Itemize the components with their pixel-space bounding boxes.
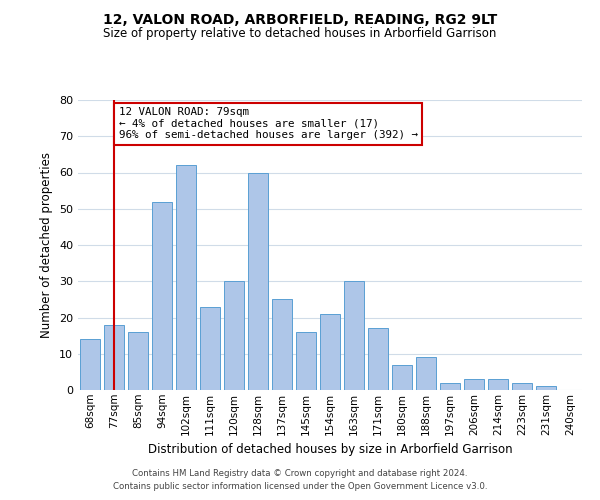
Bar bbox=[392, 364, 412, 390]
Bar bbox=[128, 332, 148, 390]
Bar bbox=[464, 379, 484, 390]
Bar bbox=[272, 300, 292, 390]
Bar bbox=[512, 383, 532, 390]
Text: Contains public sector information licensed under the Open Government Licence v3: Contains public sector information licen… bbox=[113, 482, 487, 491]
Bar bbox=[176, 165, 196, 390]
X-axis label: Distribution of detached houses by size in Arborfield Garrison: Distribution of detached houses by size … bbox=[148, 443, 512, 456]
Bar bbox=[152, 202, 172, 390]
Text: 12 VALON ROAD: 79sqm
← 4% of detached houses are smaller (17)
96% of semi-detach: 12 VALON ROAD: 79sqm ← 4% of detached ho… bbox=[119, 108, 418, 140]
Bar bbox=[224, 281, 244, 390]
Bar bbox=[296, 332, 316, 390]
Bar bbox=[104, 325, 124, 390]
Bar bbox=[320, 314, 340, 390]
Bar bbox=[248, 172, 268, 390]
Text: Size of property relative to detached houses in Arborfield Garrison: Size of property relative to detached ho… bbox=[103, 28, 497, 40]
Bar bbox=[440, 383, 460, 390]
Bar bbox=[536, 386, 556, 390]
Y-axis label: Number of detached properties: Number of detached properties bbox=[40, 152, 53, 338]
Bar bbox=[344, 281, 364, 390]
Bar bbox=[200, 306, 220, 390]
Bar bbox=[80, 339, 100, 390]
Text: Contains HM Land Registry data © Crown copyright and database right 2024.: Contains HM Land Registry data © Crown c… bbox=[132, 468, 468, 477]
Bar bbox=[416, 358, 436, 390]
Bar bbox=[368, 328, 388, 390]
Text: 12, VALON ROAD, ARBORFIELD, READING, RG2 9LT: 12, VALON ROAD, ARBORFIELD, READING, RG2… bbox=[103, 12, 497, 26]
Bar bbox=[488, 379, 508, 390]
